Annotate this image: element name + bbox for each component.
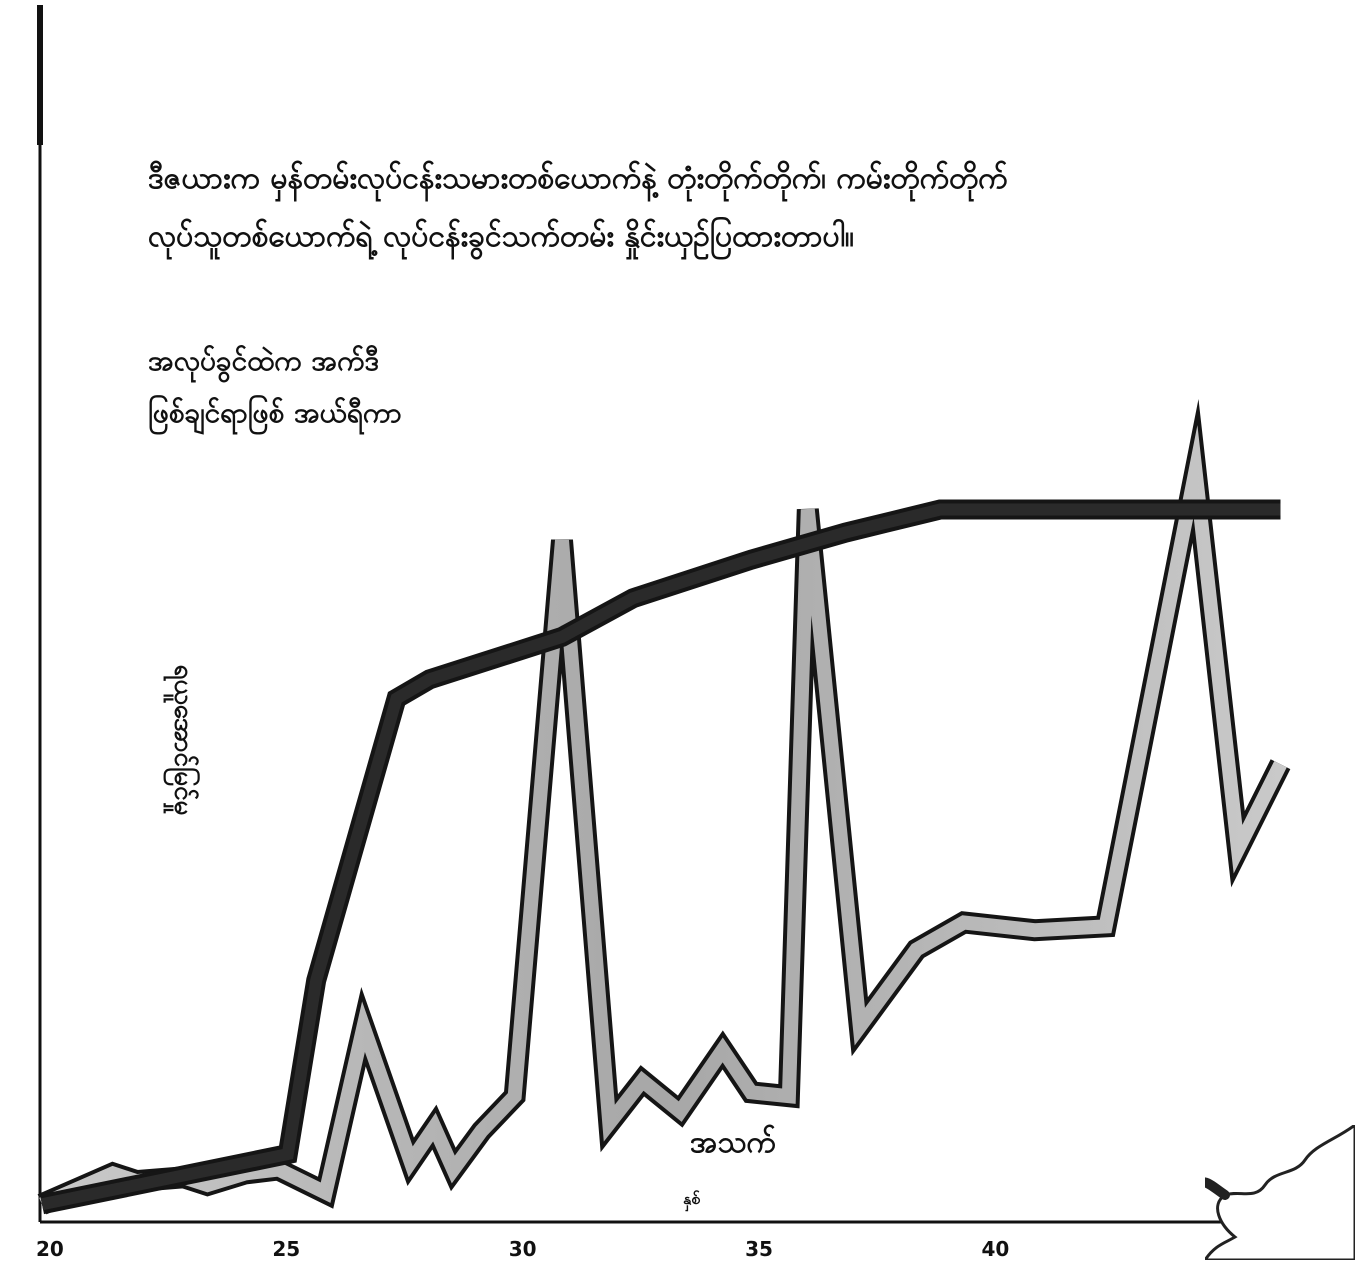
watermark-splash: [1205, 1125, 1355, 1260]
x-axis-label: အသက်: [690, 1125, 776, 1160]
y-axis-label: ရယူအောင်မြင်မှု: [168, 664, 199, 816]
chart-subcaption: အလုပ်ခွင်ထဲက အက်ဒီ ဖြစ်ချင်ရာဖြစ် အယ်ရီက…: [148, 335, 568, 439]
caption-line-3: အလုပ်ခွင်ထဲက အက်ဒီ: [148, 344, 380, 377]
series-line-erratic: [39, 425, 1287, 1211]
chart-caption: ဒီဇယားက မှန်တမ်းလုပ်ငန်းသမားတစ်ယောက်နဲ့ …: [148, 150, 1048, 266]
series-line-steady: [40, 503, 1281, 1211]
x-tick-label: 20: [36, 1237, 64, 1261]
x-tick-label: 30: [509, 1237, 537, 1261]
x-axis-unit: နှစ်: [683, 1189, 701, 1208]
x-tick-label: 35: [745, 1237, 773, 1261]
caption-line-4: ဖြစ်ချင်ရာဖြစ် အယ်ရီကာ: [148, 396, 402, 429]
caption-line-2: လုပ်သူတစ်ယောက်ရဲ့ လုပ်ငန်းခွင်သက်တမ်း နှ…: [148, 219, 854, 254]
caption-line-1: ဒီဇယားက မှန်တမ်းလုပ်ငန်းသမားတစ်ယောက်နဲ့ …: [148, 161, 1008, 196]
x-tick-label: 25: [272, 1237, 300, 1261]
x-tick-label: 40: [981, 1237, 1009, 1261]
